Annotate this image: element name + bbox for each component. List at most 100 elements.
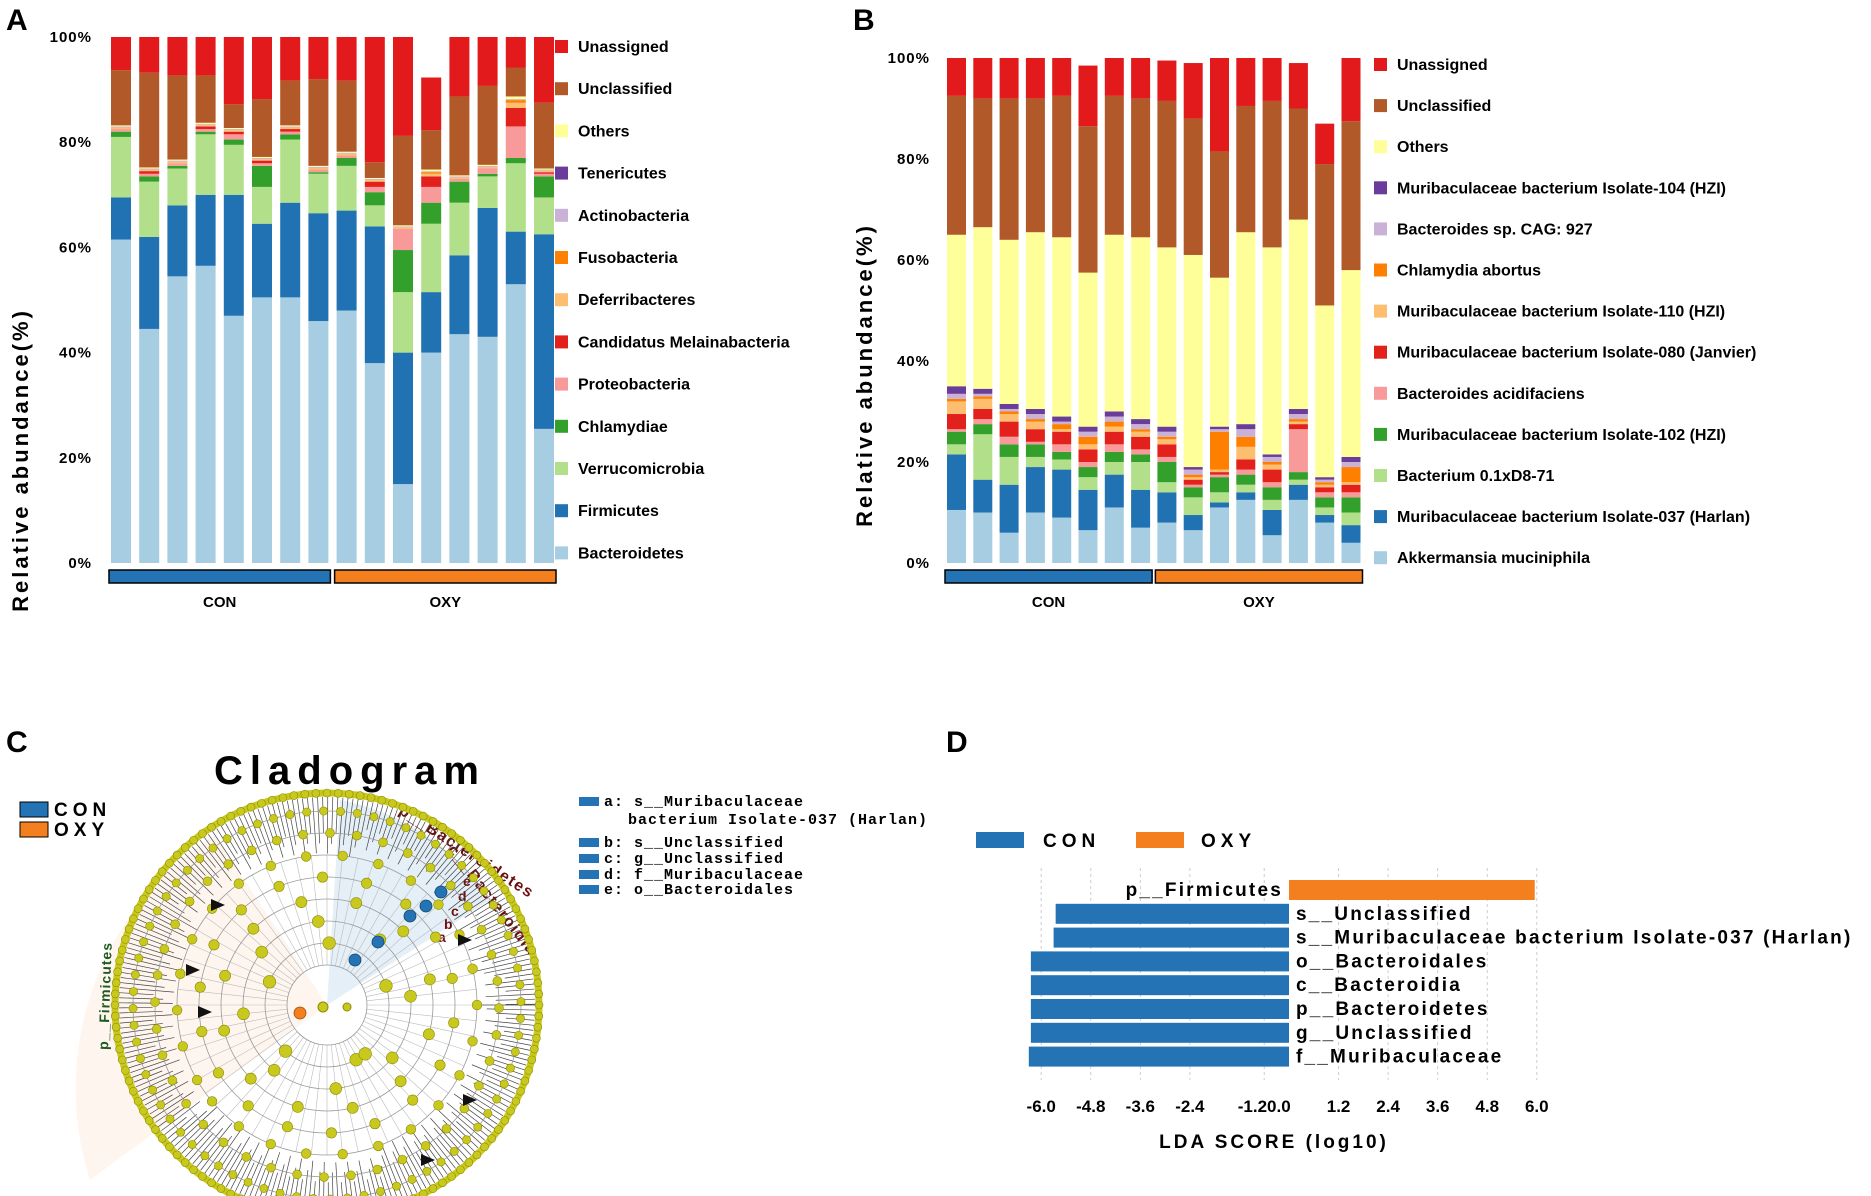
bar-segment	[947, 234, 966, 387]
clade-node	[152, 906, 162, 916]
branch-line	[391, 1140, 418, 1193]
bar-segment	[1183, 467, 1203, 470]
leaf-node	[355, 791, 365, 800]
leaf-node	[472, 1150, 482, 1160]
branch-line	[480, 1042, 529, 1056]
lda-bar-label: o__Bacteroidales	[1296, 951, 1489, 972]
branch-line	[208, 834, 227, 861]
leaf-node	[333, 788, 343, 798]
bar-segment	[252, 159, 272, 161]
bar-segment	[1262, 462, 1282, 465]
branch-line	[170, 867, 201, 895]
clade-node	[322, 936, 336, 950]
clade-node	[499, 1079, 509, 1089]
bar-segment	[139, 169, 160, 172]
branch-line	[265, 867, 312, 969]
clade-node	[436, 1157, 446, 1167]
bar-segment	[1052, 421, 1072, 425]
bar-segment	[1315, 492, 1335, 498]
branch-line	[270, 1172, 278, 1196]
bar-segment	[1078, 65, 1098, 127]
clade-node	[514, 1030, 524, 1040]
branch-line	[192, 1128, 224, 1165]
branch-line	[381, 1155, 397, 1196]
clade-node	[128, 1003, 138, 1013]
bar-segment	[1315, 305, 1335, 478]
leaf-node	[480, 858, 489, 868]
branch-line	[364, 1017, 470, 1052]
bar-segment	[364, 192, 385, 206]
bar-segment	[1078, 449, 1098, 462]
bar-segment	[393, 228, 413, 251]
bar-segment	[252, 297, 272, 563]
branch-line	[229, 820, 251, 859]
branch-line	[356, 1170, 362, 1196]
bar-segment	[999, 98, 1019, 240]
branch-line	[126, 947, 162, 958]
branch-line	[338, 797, 344, 855]
key-b: b: s__Unclassified	[604, 835, 784, 852]
lda-x-tick-label: 6.0	[1525, 1097, 1549, 1116]
collapsed-clade-marker	[458, 934, 472, 946]
clade-node	[233, 878, 244, 889]
leaf-node	[511, 904, 521, 914]
bar-segment	[1315, 484, 1335, 488]
bar-segment	[973, 98, 993, 228]
clade-node	[285, 810, 295, 819]
clade-node	[352, 808, 362, 818]
branch-line	[188, 849, 223, 888]
branch-line	[135, 1070, 174, 1088]
bar-segment	[477, 37, 498, 86]
bar-segment	[195, 134, 216, 195]
clade-node	[177, 1041, 188, 1052]
leaf-node	[216, 817, 226, 826]
clade-node	[292, 1192, 302, 1196]
clade-node	[405, 875, 417, 886]
clade-node	[235, 904, 247, 916]
clade-node	[244, 1072, 257, 1085]
branch-line	[155, 1105, 180, 1123]
collapsed-clade-marker	[421, 1154, 435, 1166]
branch-line	[421, 1124, 456, 1169]
legend-label: Unclassified	[1397, 98, 1491, 115]
bar-segment	[477, 168, 498, 174]
clade-node	[425, 862, 436, 873]
bar-segment	[1157, 522, 1177, 563]
clade-node	[474, 1080, 484, 1091]
legend-swatch	[555, 251, 568, 264]
leaf-node	[198, 1172, 207, 1181]
group-label-con: CON	[203, 594, 236, 611]
clade-node	[359, 1191, 369, 1196]
branch-line	[238, 1037, 304, 1127]
branch-line	[119, 1014, 173, 1019]
clade-node	[255, 945, 268, 959]
branch-line	[121, 972, 176, 982]
bar-segment	[449, 334, 470, 563]
branch-line	[485, 924, 520, 940]
branch-line	[366, 1179, 372, 1196]
bar-segment	[477, 207, 498, 337]
branch-line	[483, 1031, 533, 1041]
y-tick-label: 60%	[897, 252, 930, 269]
bar-segment	[364, 180, 385, 182]
branch-line	[180, 973, 288, 997]
legend-label: Bacteroides acidifaciens	[1397, 386, 1585, 403]
bar-segment	[223, 134, 244, 140]
clade-letter-d: d	[458, 888, 467, 904]
clade-node	[145, 921, 155, 931]
branch-line	[495, 983, 534, 989]
bar-segment	[1288, 414, 1308, 420]
bar-segment	[1052, 237, 1072, 417]
bar-segment	[505, 126, 526, 158]
branch-line	[200, 1141, 223, 1171]
bar-segment	[393, 292, 413, 353]
bar-segment	[252, 163, 272, 166]
clade-letter-b: b	[444, 916, 453, 932]
branch-line	[438, 1110, 479, 1149]
branch-line	[177, 989, 288, 1002]
bar-segment	[280, 134, 301, 140]
bar-segment	[195, 131, 216, 135]
group-label-con: CON	[1032, 594, 1065, 611]
branch-line	[359, 1028, 449, 1094]
branch-line	[495, 998, 535, 1001]
